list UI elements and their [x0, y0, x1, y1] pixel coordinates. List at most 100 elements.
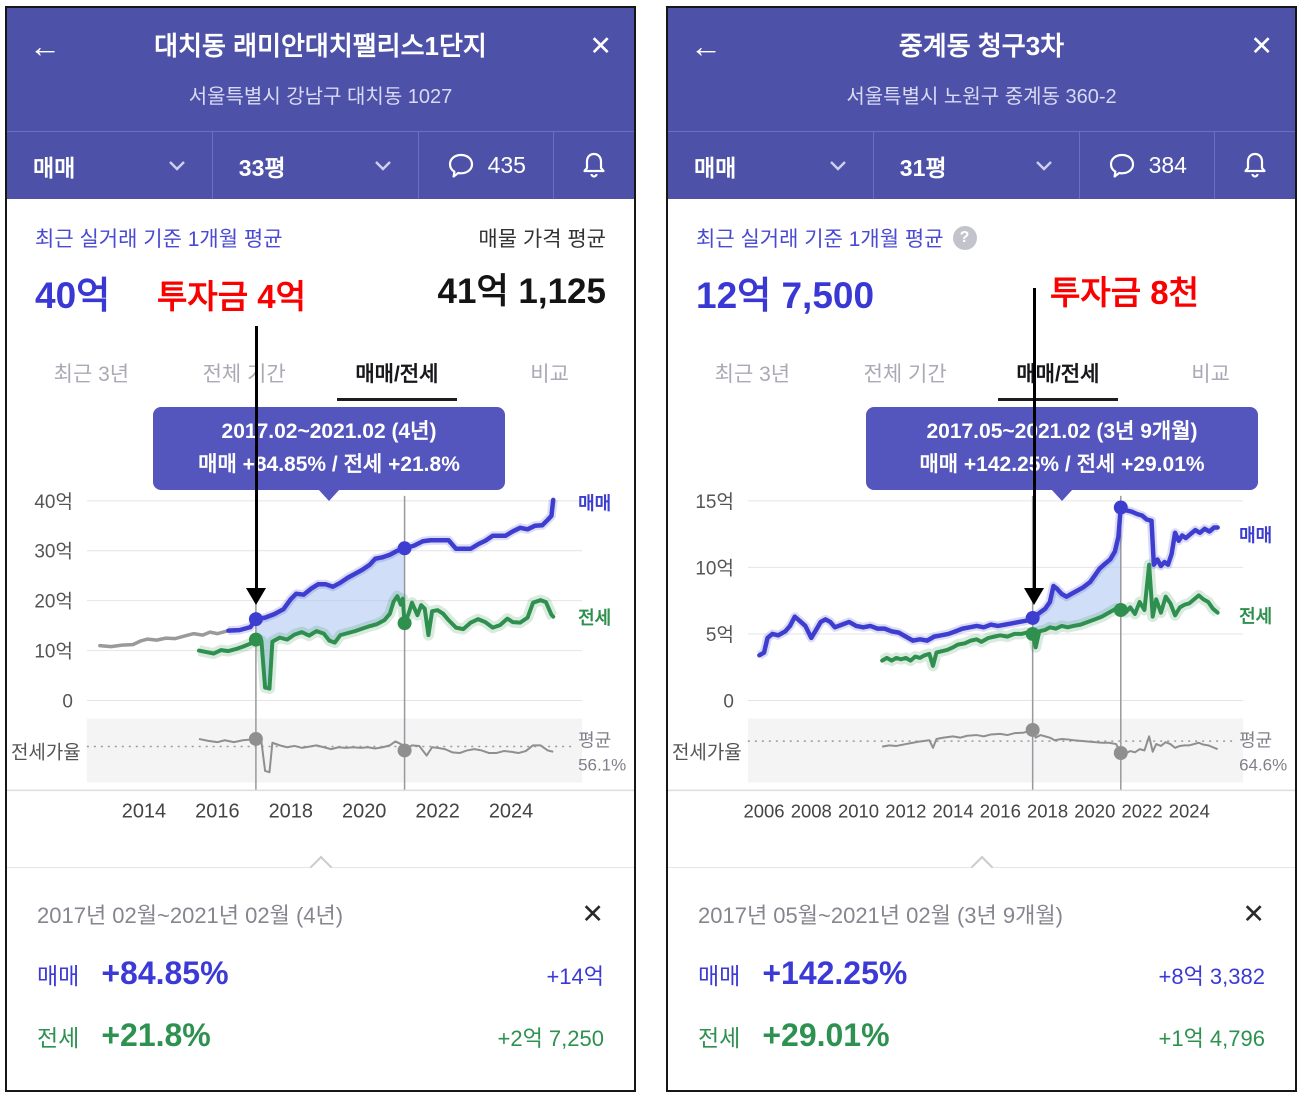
price-section: 최근 실거래 기준 1개월 평균 40억 매물 가격 평균 41억 1,125	[7, 199, 634, 345]
summary-row-jeonse: 전세 +21.8% +2억 7,250	[37, 1017, 604, 1054]
panel-address: 서울특별시 노원구 중계동 360-2	[846, 86, 1117, 108]
svg-text:평균: 평균	[1239, 730, 1272, 750]
recent-price-block: 최근 실거래 기준 1개월 평균 40억	[35, 223, 283, 345]
chevron-down-icon	[374, 160, 391, 171]
arrow-shaft	[254, 326, 258, 588]
trade-type-label: 매매	[33, 154, 76, 181]
back-button[interactable]: ←	[29, 29, 77, 63]
comment-count: 435	[487, 152, 526, 178]
svg-text:2012: 2012	[885, 800, 926, 821]
svg-text:2014: 2014	[933, 800, 974, 821]
recent-price-value: 40억	[35, 275, 111, 316]
toolbar: 매매 33평 435	[7, 131, 634, 199]
trade-type-label: 매매	[694, 154, 737, 181]
tab-sale-jeonse[interactable]: 매매/전세	[321, 345, 474, 401]
comments-button[interactable]: 384	[1080, 132, 1215, 199]
summary-panel: 2017년 05월~2021년 02월 (3년 9개월) ✕ 매매 +142.2…	[668, 868, 1295, 1054]
alert-button[interactable]	[554, 132, 634, 199]
jeonse-delta: +1억 4,796	[1158, 1026, 1266, 1051]
svg-text:전세가율: 전세가율	[672, 741, 742, 763]
size-label: 33평	[238, 154, 286, 181]
tab-compare[interactable]: 비교	[1134, 345, 1287, 401]
chart-tooltip: 2017.02~2021.02 (4년) 매매 +84.85% / 전세 +21…	[153, 407, 505, 502]
alert-button[interactable]	[1215, 132, 1295, 199]
help-icon[interactable]: ?	[952, 226, 977, 250]
svg-text:0: 0	[723, 692, 734, 713]
svg-text:매매: 매매	[578, 493, 611, 513]
svg-text:40억: 40억	[34, 491, 73, 513]
tooltip-period: 2017.02~2021.02 (4년)	[221, 420, 437, 443]
jeonse-label: 전세	[37, 1025, 80, 1051]
svg-text:15억: 15억	[695, 491, 734, 513]
listing-price-value: 41억 1,125	[437, 272, 606, 311]
svg-text:5억: 5억	[706, 624, 734, 646]
svg-text:2014: 2014	[122, 800, 166, 822]
tab-all-period[interactable]: 전체 기간	[829, 345, 982, 401]
arrow-head	[246, 588, 266, 605]
svg-text:2010: 2010	[838, 800, 879, 821]
summary-close-button[interactable]: ✕	[1242, 899, 1265, 930]
svg-text:64.6%: 64.6%	[1239, 755, 1287, 774]
sale-percent: +84.85%	[101, 955, 229, 991]
panel-title: 중계동 청구3차	[898, 31, 1065, 61]
summary-row-jeonse: 전세 +29.01% +1억 4,796	[698, 1017, 1265, 1054]
summary-close-button[interactable]: ✕	[581, 899, 604, 930]
recent-price-block: 최근 실거래 기준 1개월 평균 ? 12억 7,500	[696, 223, 977, 345]
tooltip-period: 2017.05~2021.02 (3년 9개월)	[926, 420, 1198, 443]
sale-label: 매매	[698, 963, 741, 989]
chart-area: 2017.05~2021.02 (3년 9개월) 매매 +142.25% / 전…	[668, 401, 1295, 839]
trade-type-dropdown[interactable]: 매매	[7, 132, 213, 199]
arrow-shaft	[1032, 288, 1036, 588]
tab-all-period[interactable]: 전체 기간	[168, 345, 321, 401]
annotation-arrow	[246, 326, 266, 605]
back-button[interactable]: ←	[690, 29, 738, 63]
recent-price-label: 최근 실거래 기준 1개월 평균	[696, 228, 944, 251]
svg-text:2022: 2022	[1122, 800, 1163, 821]
recent-price-value: 12억 7,500	[696, 275, 875, 316]
close-button[interactable]: ✕	[564, 31, 612, 62]
summary-period: 2017년 02월~2021년 02월 (4년)	[37, 903, 344, 928]
summary-row-sale: 매매 +84.85% +14억	[37, 955, 604, 992]
chart-area: 2017.02~2021.02 (4년) 매매 +84.85% / 전세 +21…	[7, 401, 634, 839]
comments-button[interactable]: 435	[419, 132, 554, 199]
trade-type-dropdown[interactable]: 매매	[668, 132, 874, 199]
svg-text:2024: 2024	[489, 800, 533, 822]
comment-bubble-icon	[448, 153, 473, 178]
jeonse-label: 전세	[698, 1025, 741, 1051]
comment-bubble-icon	[1109, 153, 1134, 178]
investment-annotation: 투자금 4억	[157, 278, 306, 315]
panel-address: 서울특별시 강남구 대치동 1027	[188, 86, 453, 108]
chevron-down-icon	[168, 160, 185, 171]
summary-row-sale: 매매 +142.25% +8억 3,382	[698, 955, 1265, 992]
tab-compare[interactable]: 비교	[473, 345, 626, 401]
summary-divider	[668, 855, 1295, 879]
summary-panel: 2017년 02월~2021년 02월 (4년) ✕ 매매 +84.85% +1…	[7, 868, 634, 1054]
jeonse-percent: +29.01%	[762, 1017, 890, 1053]
listing-price-block: 매물 가격 평균 41억 1,125	[438, 223, 606, 345]
listing-price-label: 매물 가격 평균	[478, 228, 606, 251]
svg-text:2018: 2018	[269, 800, 313, 822]
svg-text:2008: 2008	[791, 800, 832, 821]
svg-text:2016: 2016	[195, 800, 239, 822]
sale-label: 매매	[37, 963, 80, 989]
tab-recent-3y[interactable]: 최근 3년	[15, 345, 168, 401]
tooltip-change: 매매 +84.85% / 전세 +21.8%	[198, 452, 460, 476]
tab-sale-jeonse[interactable]: 매매/전세	[982, 345, 1135, 401]
summary-period: 2017년 05월~2021년 02월 (3년 9개월)	[698, 903, 1063, 928]
sale-delta: +8억 3,382	[1158, 964, 1266, 989]
close-button[interactable]: ✕	[1225, 31, 1273, 62]
close-icon: ✕	[589, 30, 612, 61]
tab-recent-3y[interactable]: 최근 3년	[676, 345, 829, 401]
tooltip-change: 매매 +142.25% / 전세 +29.01%	[919, 452, 1205, 476]
svg-text:2006: 2006	[743, 800, 784, 821]
comment-count: 384	[1148, 152, 1187, 178]
panel-header: ← 중계동 청구3차 ✕ 서울특별시 노원구 중계동 360-2	[668, 8, 1295, 131]
investment-annotation: 투자금 8천	[1050, 274, 1199, 311]
size-dropdown[interactable]: 31평	[874, 132, 1080, 199]
summary-divider	[7, 855, 634, 879]
svg-text:평균: 평균	[578, 730, 611, 750]
size-dropdown[interactable]: 33평	[213, 132, 419, 199]
svg-text:10억: 10억	[695, 557, 734, 579]
